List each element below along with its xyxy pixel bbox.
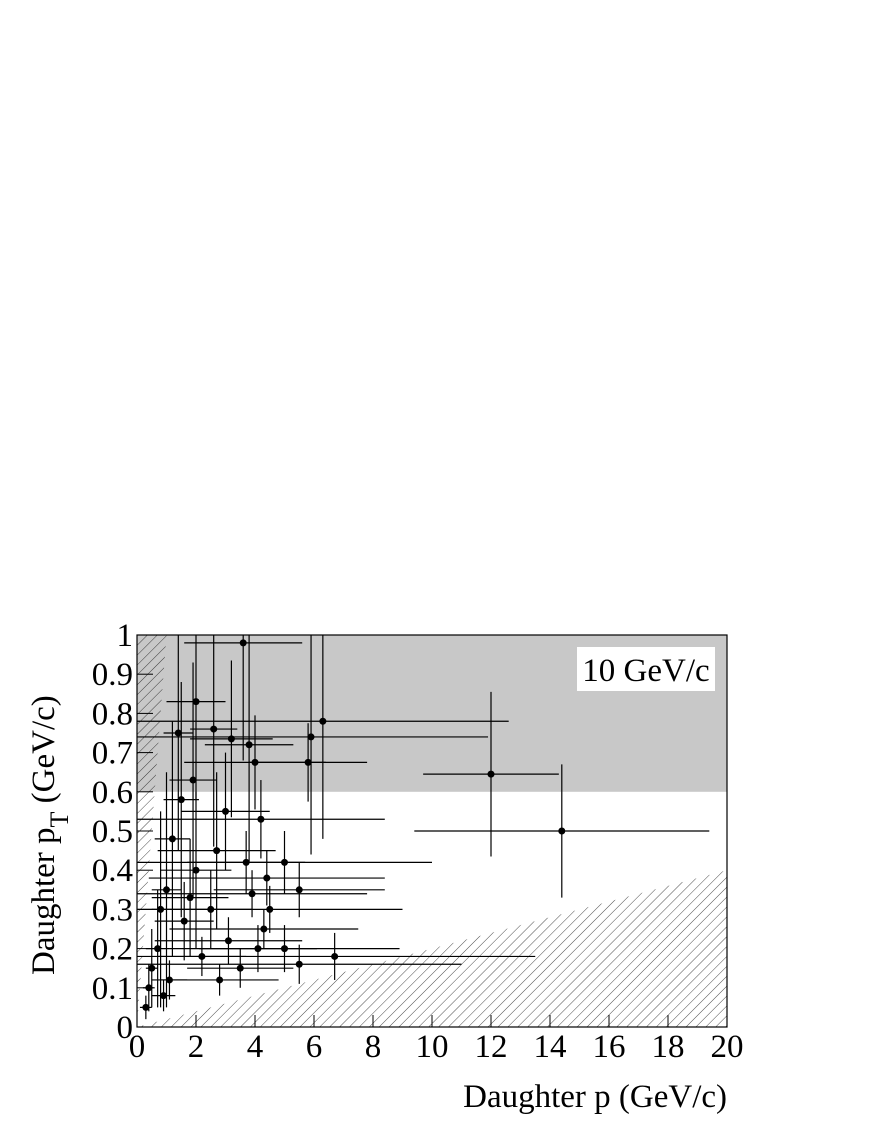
data-layer [137,635,710,1020]
point [154,945,162,953]
y-tick-label: 0.3 [92,892,133,928]
point [319,717,327,725]
point [174,729,182,737]
y-axis-label-sub: T [45,811,74,827]
point [222,807,229,815]
y-tick-label: 0.8 [92,696,133,732]
point [307,733,315,741]
point [239,639,247,647]
x-tick-label: 10 [416,1029,449,1065]
annotation-box [577,647,715,691]
point [180,917,188,925]
point [263,874,271,882]
point [189,776,197,784]
point [295,886,303,894]
point [242,858,250,866]
y-tick-label: 0.4 [92,853,133,889]
point [213,847,221,855]
point [216,976,224,984]
x-tick-label: 18 [652,1029,685,1065]
point [487,770,495,778]
y-axis-label-end: (GeV/c) [26,695,62,811]
annotation: 10 GeV/c [582,653,709,689]
hatched-region [137,870,727,1027]
y-tick-label: 0.6 [92,775,133,811]
point [254,945,262,953]
point [186,894,194,902]
point [251,758,259,766]
point [331,952,339,960]
point [168,835,176,843]
point [142,1003,150,1011]
x-tick-label: 20 [711,1029,744,1065]
x-tick-label: 14 [534,1029,567,1065]
x-tick-label: 16 [593,1029,626,1065]
x-axis-label: Daughter p (GeV/c) [463,1079,727,1115]
y-tick-label: 0.7 [92,736,133,772]
y-axis-label: Daughter pT (GeV/c) [26,695,74,975]
point [260,925,268,933]
y-tick-label: 1 [117,618,134,654]
point [198,952,206,960]
x-tick-label: 6 [306,1029,323,1065]
y-axis-label-main: Daughter p [26,827,62,975]
point [295,960,303,968]
point [163,886,170,894]
point [558,827,566,835]
x-tick-label: 0 [129,1029,146,1065]
point [266,905,274,913]
x-tick-label: 4 [247,1029,264,1065]
point [245,741,253,749]
point [148,964,156,972]
point [210,725,218,733]
point [192,698,200,706]
y-tick-label: 0 [117,1010,134,1046]
y-tick-label: 0.9 [92,657,133,693]
point [192,866,200,874]
y-tick-label: 0.5 [92,814,133,850]
point [177,796,185,804]
x-tick-label: 2 [188,1029,205,1065]
point [224,937,232,945]
y-tick-label: 0.2 [92,932,133,968]
point [236,964,244,972]
point [248,890,256,898]
point [257,815,265,823]
x-tick-label: 8 [365,1029,382,1065]
y-tick-label: 0.1 [92,971,133,1007]
point [227,735,235,743]
x-tick-label: 12 [475,1029,508,1065]
point [160,992,168,1000]
